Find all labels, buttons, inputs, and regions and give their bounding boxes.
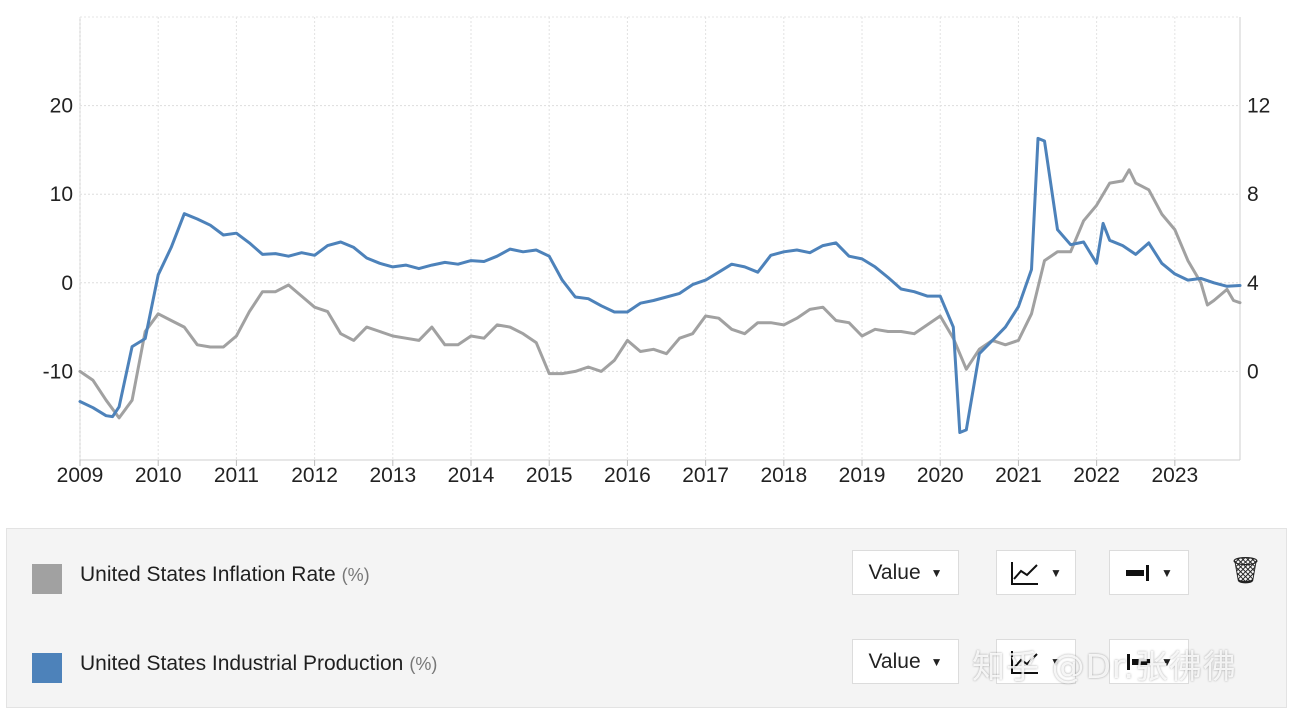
series-line-inflation (78, 168, 1242, 420)
x-tick-label: 2010 (135, 464, 182, 487)
legend-row-inflation: United States Inflation Rate (%) Value ▼ ▼… (7, 549, 1286, 609)
left-tick-label: 10 (50, 183, 73, 206)
series-name: United States Inflation Rate (80, 563, 336, 586)
line-chart-icon (1011, 561, 1039, 585)
chevron-down-icon: ▼ (930, 565, 943, 580)
chevron-down-icon: ▼ (1161, 654, 1173, 669)
x-tick-label: 2012 (291, 464, 338, 487)
x-tick-label: 2014 (448, 464, 495, 487)
legend-swatch-industrial (32, 653, 62, 683)
left-tick-label: 0 (61, 272, 73, 295)
left-axis: 20 10 0 -10 (43, 95, 73, 384)
chevron-down-icon: ▼ (930, 654, 943, 669)
chevron-down-icon: ▼ (1050, 654, 1062, 669)
right-tick-label: 0 (1247, 360, 1259, 383)
x-tick-label: 2017 (682, 464, 729, 487)
chart-grid (79, 16, 1241, 461)
legend-row-industrial: United States Industrial Production (%) V… (7, 638, 1286, 698)
line-chart-icon (1011, 650, 1039, 674)
x-tick-label: 2020 (917, 464, 964, 487)
axis-dropdown-industrial[interactable]: ▼ (1109, 639, 1189, 684)
legend-swatch-inflation (32, 564, 62, 594)
x-tick-label: 2016 (604, 464, 651, 487)
trash-icon[interactable]: 🗑 (1229, 555, 1263, 585)
left-axis-icon (1127, 653, 1151, 670)
right-tick-label: 8 (1247, 183, 1259, 206)
x-tick-label: 2009 (57, 464, 104, 487)
series-lines (78, 136, 1242, 434)
x-tick-label: 2015 (526, 464, 573, 487)
chevron-down-icon: ▼ (1050, 565, 1062, 580)
axis-dropdown-inflation[interactable]: ▼ (1109, 550, 1189, 595)
x-tick-label: 2023 (1151, 464, 1198, 487)
series-unit: (%) (341, 565, 370, 585)
watermark: 知乎 @Dr.张彿彿 (972, 647, 1237, 686)
value-dropdown-label: Value (868, 560, 921, 584)
series-unit: (%) (409, 654, 438, 674)
series-name: United States Industrial Production (80, 652, 404, 675)
x-tick-label: 2021 (995, 464, 1042, 487)
left-tick-label: -10 (43, 360, 73, 383)
x-tick-label: 2022 (1073, 464, 1120, 487)
x-axis: 2009 2010 2011 2012 2013 2014 2015 2016 2017 2018… (57, 460, 1198, 487)
series-line-industrial (78, 136, 1242, 434)
right-tick-label: 12 (1247, 95, 1270, 118)
value-dropdown-inflation[interactable]: Value ▼ (852, 550, 959, 595)
chart-type-dropdown-inflation[interactable]: ▼ (996, 550, 1076, 595)
chevron-down-icon: ▼ (1161, 565, 1173, 580)
x-tick-label: 2013 (369, 464, 416, 487)
value-dropdown-industrial[interactable]: Value ▼ (852, 639, 959, 684)
legend-panel: United States Inflation Rate (%) Value ▼ ▼… (6, 528, 1287, 708)
right-tick-label: 4 (1247, 272, 1259, 295)
legend-label-inflation[interactable]: United States Inflation Rate (%) (80, 563, 370, 587)
x-tick-label: 2019 (839, 464, 886, 487)
legend-label-industrial[interactable]: United States Industrial Production (%) (80, 652, 437, 676)
right-axis-icon (1126, 564, 1150, 581)
chart-type-dropdown-industrial[interactable]: ▼ (996, 639, 1076, 684)
x-tick-label: 2018 (760, 464, 807, 487)
x-tick-label: 2011 (214, 464, 259, 487)
value-dropdown-label: Value (868, 649, 921, 673)
left-tick-label: 20 (50, 95, 73, 118)
right-axis: 12 8 4 0 (1247, 95, 1270, 384)
